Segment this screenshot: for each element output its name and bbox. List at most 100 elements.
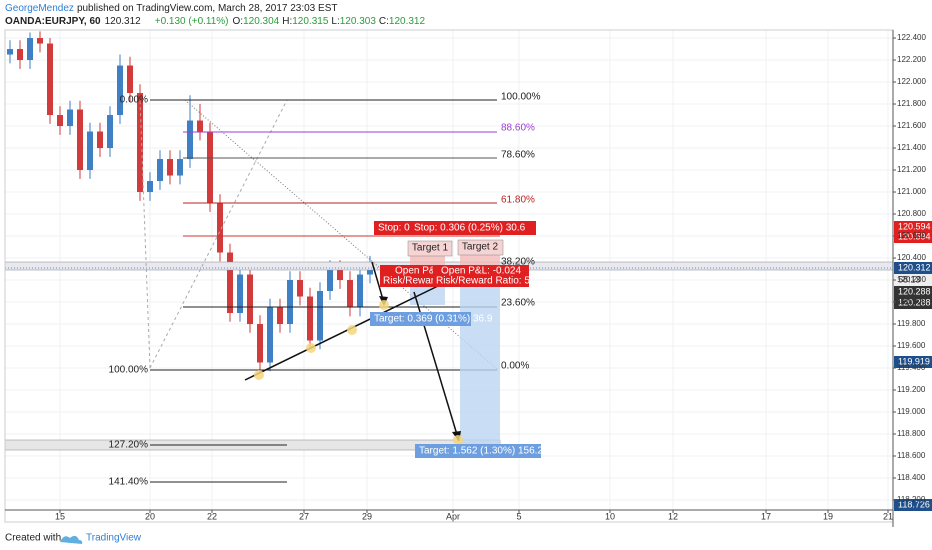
target-zone [460, 265, 500, 445]
x-tick-label: 5 [516, 511, 521, 521]
axis-box [894, 356, 932, 368]
axis-box-label: 58:13 [898, 274, 921, 284]
y-tick-label: 122.200 [897, 55, 926, 64]
x-tick-label: 21 [883, 511, 893, 521]
target-tag [457, 239, 504, 256]
stop-label: Stop: 0.306 (0.25%) 30.6 [414, 223, 526, 234]
y-tick-label: 119.200 [897, 385, 926, 394]
symbol: OANDA:EURJPY, 60 [5, 16, 101, 27]
candle-body [197, 120, 203, 132]
y-tick-label: 119.600 [897, 341, 926, 350]
candle-body [127, 65, 133, 94]
y-tick-label: 120.800 [897, 209, 926, 218]
h-value: 120.315 [292, 16, 329, 27]
fib-label: 61.80% [501, 195, 535, 206]
axis-box [894, 262, 932, 274]
fib-label: 23.60% [501, 298, 535, 309]
l-name: L: [331, 16, 339, 27]
candle-body [367, 267, 373, 275]
fib-label: 78.60% [501, 150, 535, 161]
candle-body [177, 159, 183, 176]
candle-body [227, 252, 233, 314]
pivot-marker [347, 325, 357, 335]
y-tick-label: 118.600 [897, 451, 926, 460]
candle-body [217, 203, 223, 253]
last-price: 120.312 [105, 16, 142, 27]
axis-box-label: 120.594 [898, 221, 931, 231]
candle-body [47, 43, 53, 116]
candle-body [287, 280, 293, 325]
target-label: Target: 1.562 (1.30%) 156.2 [419, 446, 543, 457]
y-tick-label: 120.400 [897, 253, 926, 262]
axis-labels: 120.594 120.594 120.312 58:13 120.288 12… [894, 221, 932, 511]
symbol-line: OANDA:EURJPY, 60 120.312 +0.130 (+0.11%) O:… [5, 16, 425, 27]
axis-box-label: 120.594 [898, 231, 931, 241]
y-tick-label: 120.600 [897, 231, 926, 240]
published: published on TradingView.com, March 28, … [77, 3, 338, 14]
stop-box [410, 221, 536, 235]
y-tick-label: 120.200 [897, 275, 926, 284]
axis-box-label: 120.312 [898, 262, 931, 272]
candle-body [87, 131, 93, 171]
axis-box [894, 286, 932, 298]
pnl-box [380, 265, 433, 287]
fib-dash [139, 99, 151, 369]
candle-body [107, 115, 113, 149]
candle-body [117, 65, 123, 116]
candle-body [57, 115, 63, 127]
axis-box [894, 231, 932, 243]
axis-box [894, 274, 932, 286]
axis-box-label: 120.288 [898, 297, 931, 307]
footer-created: Created with [5, 533, 61, 544]
fib-label: 100.00% [501, 92, 541, 103]
target-tag-label: Target 1 [412, 243, 449, 254]
y-tick-label: 120.000 [897, 297, 926, 306]
footer-brand[interactable]: TradingView [86, 533, 142, 544]
arrow [371, 261, 385, 304]
target-box [370, 312, 471, 326]
x-tick-label: 17 [761, 511, 771, 521]
candle-body [337, 269, 343, 281]
axis-box [894, 297, 932, 309]
c-value: 120.312 [389, 16, 426, 27]
x-tick-label: 12 [668, 511, 678, 521]
y-tick-label: 121.800 [897, 99, 926, 108]
pivot-marker [306, 343, 316, 353]
y-tick-label: 121.400 [897, 143, 926, 152]
y-tick-label: 118.200 [897, 495, 926, 504]
axis-box [894, 499, 932, 511]
pnl-label: Open P&L: -0.024 [441, 266, 521, 277]
candle-body [157, 159, 163, 182]
fib-dash [149, 99, 288, 369]
target-box [415, 444, 541, 458]
y-tick-label: 122.400 [897, 33, 926, 42]
x-tick-label: 10 [605, 511, 615, 521]
fib-label: 127.20% [109, 440, 149, 451]
candle-body [257, 324, 263, 363]
y-tick-label: 118.800 [897, 429, 926, 438]
candle-body [347, 280, 353, 308]
x-tick-label: 27 [299, 511, 309, 521]
candle-body [327, 269, 333, 292]
target-tag [407, 240, 453, 257]
candle-body [237, 274, 243, 314]
y-tick-label: 119.400 [897, 363, 926, 372]
o-value: 120.304 [243, 16, 280, 27]
candle-body [137, 93, 143, 193]
candle-body [207, 131, 213, 204]
pivot-marker [453, 435, 463, 445]
candle-body [267, 307, 273, 363]
pnl-label: Risk/Reward Ratio: 5.1 [436, 276, 539, 287]
fib-label: 38.20% [501, 257, 535, 268]
pnl-label: Risk/Reward [383, 276, 440, 287]
footer [0, 527, 932, 550]
candle-body [167, 159, 173, 176]
y-tick-label: 119.800 [897, 319, 926, 328]
pnl-label: Open P&L [395, 266, 442, 277]
candle-body [27, 38, 33, 61]
x-tick-label: 22 [207, 511, 217, 521]
x-tick-label: 20 [145, 511, 155, 521]
candle-body [67, 109, 73, 127]
header-line: GeorgeMendez published on TradingView.com… [5, 3, 337, 14]
candle-body [7, 49, 13, 55]
